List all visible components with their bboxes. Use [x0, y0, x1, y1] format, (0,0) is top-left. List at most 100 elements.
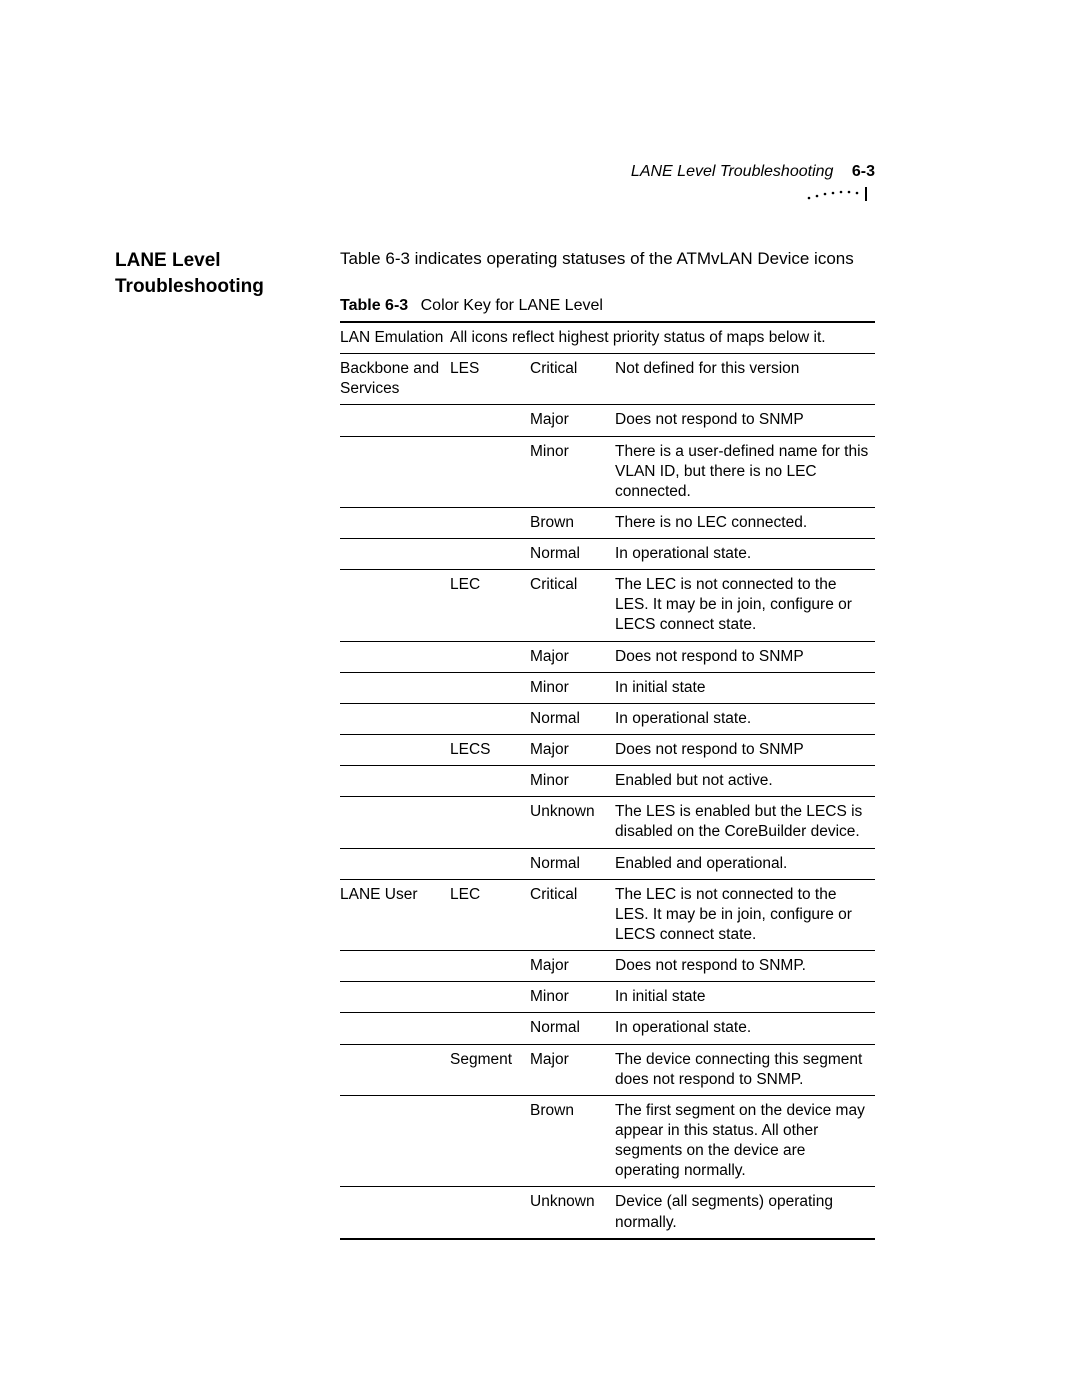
intro-paragraph: Table 6-3 indicates operating statuses o…: [340, 248, 875, 271]
cell-level: Normal: [530, 703, 615, 734]
section-heading-line2: Troubleshooting: [115, 276, 264, 297]
cell-description: Does not respond to SNMP: [615, 405, 875, 436]
table-caption-label: Table 6-3: [340, 297, 408, 314]
cell-description: There is no LEC connected.: [615, 507, 875, 538]
table-row: LAN EmulationAll icons reflect highest p…: [340, 322, 875, 354]
table-row: MajorDoes not respond to SNMP: [340, 641, 875, 672]
cell-level: Normal: [530, 539, 615, 570]
cell-description: The LEC is not connected to the LES. It …: [615, 879, 875, 950]
cell-category: [340, 797, 450, 848]
table-row: LECSMajorDoes not respond to SNMP: [340, 735, 875, 766]
cell-level: Minor: [530, 436, 615, 507]
cell-category: [340, 951, 450, 982]
table-row: SegmentMajorThe device connecting this s…: [340, 1044, 875, 1095]
table-row: MinorIn initial state: [340, 672, 875, 703]
cell-subcategory: LEC: [450, 879, 530, 950]
table-row: MajorDoes not respond to SNMP.: [340, 951, 875, 982]
cell-description: Does not respond to SNMP: [615, 735, 875, 766]
cell-level: Critical: [530, 879, 615, 950]
cell-category: [340, 982, 450, 1013]
cell-description: All icons reflect highest priority statu…: [450, 322, 875, 354]
cell-level: Minor: [530, 982, 615, 1013]
cell-category: [340, 672, 450, 703]
cell-level: Brown: [530, 507, 615, 538]
cell-level: Major: [530, 405, 615, 436]
cell-description: Does not respond to SNMP: [615, 641, 875, 672]
cell-level: Major: [530, 735, 615, 766]
table-caption-text: Color Key for LANE Level: [421, 297, 603, 314]
header-dots-icon: [631, 187, 875, 206]
table-row: LANE UserLECCriticalThe LEC is not conne…: [340, 879, 875, 950]
cell-category: Backbone and Services: [340, 354, 450, 405]
cell-subcategory: [450, 641, 530, 672]
cell-subcategory: [450, 1187, 530, 1239]
table-row: BrownThe first segment on the device may…: [340, 1095, 875, 1187]
cell-subcategory: LEC: [450, 570, 530, 641]
cell-category: LANE User: [340, 879, 450, 950]
cell-category: [340, 703, 450, 734]
color-key-table: LAN EmulationAll icons reflect highest p…: [340, 321, 875, 1240]
cell-level: Unknown: [530, 1187, 615, 1239]
cell-description: There is a user-defined name for this VL…: [615, 436, 875, 507]
cell-subcategory: [450, 848, 530, 879]
cell-description: The LEC is not connected to the LES. It …: [615, 570, 875, 641]
cell-description: In initial state: [615, 982, 875, 1013]
running-title: LANE Level Troubleshooting: [631, 163, 834, 180]
cell-subcategory: [450, 507, 530, 538]
cell-category: [340, 1044, 450, 1095]
cell-description: The first segment on the device may appe…: [615, 1095, 875, 1187]
cell-subcategory: Segment: [450, 1044, 530, 1095]
cell-description: Not defined for this version: [615, 354, 875, 405]
cell-category: [340, 735, 450, 766]
cell-description: Enabled but not active.: [615, 766, 875, 797]
cell-subcategory: [450, 766, 530, 797]
cell-subcategory: LECS: [450, 735, 530, 766]
table-row: NormalIn operational state.: [340, 1013, 875, 1044]
cell-category: LAN Emulation: [340, 322, 450, 354]
cell-level: Normal: [530, 1013, 615, 1044]
table-row: NormalEnabled and operational.: [340, 848, 875, 879]
cell-category: [340, 405, 450, 436]
table-row: NormalIn operational state.: [340, 703, 875, 734]
cell-category: [340, 1187, 450, 1239]
cell-category: [340, 507, 450, 538]
page-header: LANE Level Troubleshooting 6-3: [631, 162, 875, 206]
cell-category: [340, 848, 450, 879]
cell-category: [340, 1013, 450, 1044]
cell-category: [340, 570, 450, 641]
cell-description: In operational state.: [615, 1013, 875, 1044]
cell-subcategory: [450, 797, 530, 848]
cell-subcategory: LES: [450, 354, 530, 405]
table-row: UnknownDevice (all segments) operating n…: [340, 1187, 875, 1239]
cell-level: Major: [530, 641, 615, 672]
cell-level: Minor: [530, 766, 615, 797]
cell-level: Major: [530, 1044, 615, 1095]
cell-subcategory: [450, 672, 530, 703]
cell-description: Enabled and operational.: [615, 848, 875, 879]
cell-category: [340, 641, 450, 672]
table-row: UnknownThe LES is enabled but the LECS i…: [340, 797, 875, 848]
table-row: MinorThere is a user-defined name for th…: [340, 436, 875, 507]
cell-description: The LES is enabled but the LECS is disab…: [615, 797, 875, 848]
cell-description: In initial state: [615, 672, 875, 703]
cell-description: The device connecting this segment does …: [615, 1044, 875, 1095]
cell-subcategory: [450, 436, 530, 507]
cell-category: [340, 766, 450, 797]
table-row: LECCriticalThe LEC is not connected to t…: [340, 570, 875, 641]
cell-description: Does not respond to SNMP.: [615, 951, 875, 982]
section-heading-line1: LANE Level: [115, 250, 221, 271]
cell-level: Major: [530, 951, 615, 982]
cell-subcategory: [450, 703, 530, 734]
cell-subcategory: [450, 539, 530, 570]
cell-category: [340, 436, 450, 507]
cell-level: Critical: [530, 570, 615, 641]
table-row: BrownThere is no LEC connected.: [340, 507, 875, 538]
cell-category: [340, 1095, 450, 1187]
cell-description: Device (all segments) operating normally…: [615, 1187, 875, 1239]
table-row: Backbone and ServicesLESCriticalNot defi…: [340, 354, 875, 405]
table-row: MinorIn initial state: [340, 982, 875, 1013]
table-row: MajorDoes not respond to SNMP: [340, 405, 875, 436]
cell-category: [340, 539, 450, 570]
cell-level: Unknown: [530, 797, 615, 848]
cell-description: In operational state.: [615, 539, 875, 570]
